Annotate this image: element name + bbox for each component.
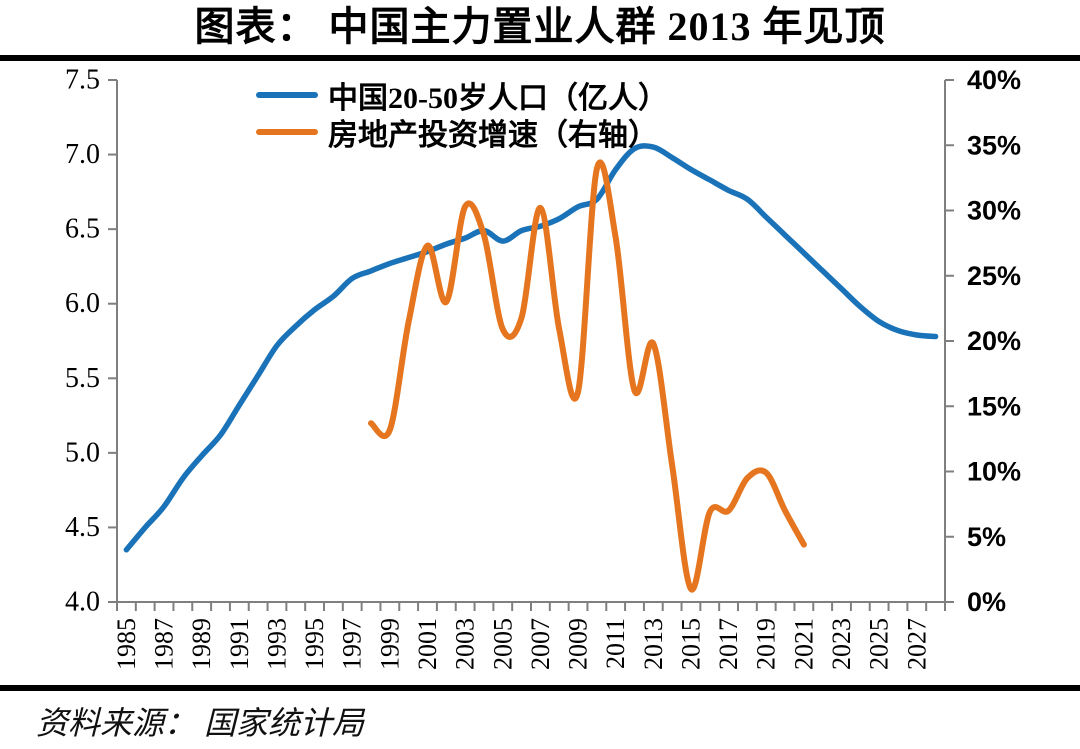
- x-axis-tick-label: 2013: [639, 618, 668, 670]
- x-axis-tick-label: 1999: [375, 618, 404, 670]
- legend-label-population: 中国20-50岁人口（亿人）: [328, 81, 668, 115]
- x-axis-tick-label: 2023: [827, 618, 856, 670]
- x-axis-tick-label: 2011: [601, 618, 630, 669]
- right-axis-tick-label: 0%: [967, 587, 1006, 617]
- x-axis-tick-label: 1993: [262, 618, 291, 670]
- right-axis-tick-label: 30%: [967, 196, 1021, 226]
- x-axis-tick-label: 2003: [451, 618, 480, 670]
- x-axis-tick-label: 1987: [150, 618, 179, 670]
- left-axis-tick-label: 5.5: [65, 363, 100, 394]
- x-axis-tick-label: 2009: [564, 618, 593, 670]
- x-axis-tick-label: 2015: [676, 618, 705, 670]
- population-line-series: [123, 143, 939, 553]
- right-axis-tick-label: 15%: [967, 391, 1021, 421]
- right-axis-tick-label: 40%: [967, 65, 1021, 95]
- legend-item-population: 中国20-50岁人口（亿人）: [256, 76, 668, 115]
- investment-line-series: [368, 159, 807, 593]
- population-line-swatch: [256, 91, 318, 98]
- right-axis-tick-label: 5%: [967, 522, 1006, 552]
- left-axis-tick-label: 6.0: [65, 288, 100, 319]
- x-axis-tick-label: 2027: [902, 618, 931, 670]
- left-axis-tick-label: 7.5: [65, 65, 100, 96]
- legend-item-investment: 房地产投资增速（右轴）: [256, 113, 668, 152]
- x-axis-tick-label: 1995: [300, 618, 329, 670]
- x-axis-tick-label: 1989: [187, 618, 216, 670]
- left-axis-tick-label: 5.0: [65, 437, 100, 468]
- chart-title: 图表： 中国主力置业人群 2013 年见顶: [194, 4, 886, 49]
- source-note: 资料来源： 国家统计局: [36, 705, 365, 741]
- left-axis-tick-label: 6.5: [65, 214, 100, 245]
- left-axis-tick-label: 4.0: [65, 587, 100, 618]
- x-axis-tick-label: 2019: [752, 618, 781, 670]
- footer-divider-rule: [0, 685, 1080, 691]
- x-axis-tick-label: 1985: [112, 618, 141, 670]
- right-axis-tick-label: 25%: [967, 261, 1021, 291]
- x-axis-tick-label: 2017: [714, 618, 743, 670]
- right-axis-tick-label: 10%: [967, 457, 1021, 487]
- x-axis-tick-label: 2007: [526, 618, 555, 670]
- left-axis-tick-label: 7.0: [65, 139, 100, 170]
- x-axis-tick-label: 2005: [488, 618, 517, 670]
- title-divider-rule: [0, 55, 1080, 61]
- right-axis-tick-label: 20%: [967, 326, 1021, 356]
- investment-line-swatch: [256, 128, 318, 135]
- x-axis-tick-label: 1991: [225, 618, 254, 670]
- x-axis-tick-label: 1997: [338, 618, 367, 670]
- right-axis-tick-label: 35%: [967, 130, 1021, 160]
- x-axis-tick-label: 2025: [865, 618, 894, 670]
- chart-legend: 中国20-50岁人口（亿人） 房地产投资增速（右轴）: [256, 76, 668, 152]
- left-axis-tick-label: 4.5: [65, 512, 100, 543]
- x-axis-tick-label: 2021: [789, 618, 818, 670]
- x-axis-tick-label: 2001: [413, 618, 442, 670]
- legend-label-investment: 房地产投资增速（右轴）: [328, 118, 658, 152]
